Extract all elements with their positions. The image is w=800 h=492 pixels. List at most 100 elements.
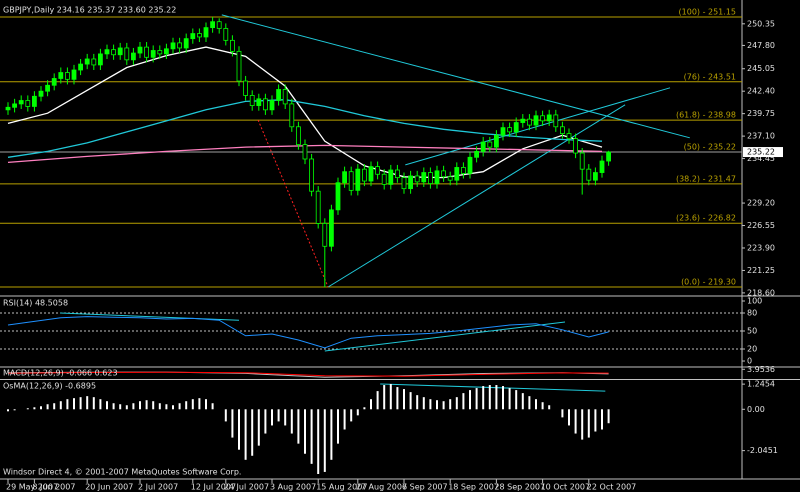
copyright: Windsor Direct 4, © 2001-2007 MetaQuotes… — [3, 468, 241, 477]
candle-body — [454, 167, 460, 181]
y-tick-label: 234.45 — [747, 154, 775, 163]
y-tick-label: 50 — [747, 327, 757, 336]
x-tick-label: 28 Sep 2007 — [494, 483, 545, 492]
candle-body — [447, 176, 453, 181]
trendline — [380, 383, 606, 392]
candle-body — [157, 50, 163, 55]
x-tick-label: 27 Aug 2007 — [356, 483, 407, 492]
x-tick-label: 18 Sep 2007 — [448, 483, 499, 492]
candle-body — [210, 21, 216, 29]
candle-body — [520, 118, 526, 123]
candle-body — [262, 98, 268, 111]
candle-body — [579, 152, 585, 170]
candle-body — [513, 122, 519, 133]
level-label: (50) - 235.22 — [684, 143, 736, 152]
candle-body — [18, 100, 24, 105]
candle-body — [196, 33, 202, 38]
candle-body — [533, 115, 539, 126]
candle-body — [421, 172, 427, 183]
x-tick-label: 12 Jul 2007 — [191, 483, 236, 492]
candle-body — [38, 90, 44, 97]
candle-body — [441, 170, 447, 178]
candle-body — [150, 50, 156, 58]
candle-body — [593, 172, 598, 181]
candle-body — [388, 169, 394, 185]
candle-body — [302, 144, 308, 160]
moving-average — [7, 46, 603, 179]
candle-body — [309, 158, 315, 192]
last-price-box — [743, 147, 783, 158]
y-tick-label: 3.9536 — [747, 365, 775, 374]
candle-body — [328, 209, 334, 247]
candle-body — [177, 42, 183, 49]
x-tick-label: 15 Aug 2007 — [316, 483, 367, 492]
y-tick-label: 245.05 — [747, 64, 775, 73]
level-label: (100) - 251.15 — [679, 8, 736, 17]
level-label: (61.8) - 238.98 — [676, 111, 736, 120]
y-tick-label: 0.00 — [747, 405, 765, 414]
candle-body — [58, 72, 64, 79]
candle-body — [229, 39, 235, 52]
last-price-label: 235.22 — [747, 148, 775, 157]
candle-body — [493, 134, 499, 148]
y-tick-label: 221.25 — [747, 266, 775, 275]
candle-body — [170, 42, 176, 50]
candle-body — [460, 167, 466, 174]
level-label: (0.0) - 219.30 — [681, 277, 736, 286]
candle-body — [203, 27, 209, 38]
candle-body — [84, 58, 90, 65]
candle-body — [51, 78, 57, 86]
candle-body — [32, 95, 37, 107]
candle-body — [124, 47, 130, 61]
candle-body — [434, 170, 440, 184]
candle-body — [256, 98, 262, 106]
candle-body — [381, 173, 387, 185]
candle-body — [546, 114, 552, 122]
candle-body — [25, 100, 31, 107]
x-tick-label: 3 Aug 2007 — [270, 483, 316, 492]
candle-body — [566, 133, 572, 140]
candle-body — [599, 160, 605, 173]
candle-body — [289, 103, 295, 128]
candle-body — [117, 47, 123, 56]
candle-body — [223, 28, 229, 41]
candle-body — [111, 49, 116, 56]
candle-body — [243, 80, 249, 96]
candle-body — [45, 84, 50, 92]
candle-body — [276, 89, 282, 101]
candle-body — [104, 49, 110, 55]
candle-body — [408, 175, 414, 190]
candle-body — [361, 168, 367, 182]
x-tick-label: 10 Oct 2007 — [541, 483, 590, 492]
y-tick-label: 223.90 — [747, 243, 775, 252]
pane-title: OsMA(12,26,9) -0.6895 — [3, 382, 96, 391]
candle-body — [71, 69, 77, 80]
y-tick-label: 1.2454 — [747, 380, 775, 389]
candle-body — [507, 127, 513, 133]
candle-body — [137, 46, 143, 54]
x-tick-label: 24 Jul 2007 — [224, 483, 269, 492]
candle-body — [98, 53, 103, 66]
trendline — [324, 321, 566, 352]
level-label: (76) - 243.51 — [684, 72, 736, 81]
x-tick-label: 20 Jun 2007 — [85, 483, 133, 492]
candle-body — [130, 52, 136, 61]
x-tick-label: 29 May 2007 — [6, 483, 58, 492]
pane-title: MACD(12,26,9) -0.066 0.623 — [3, 369, 118, 378]
candle-body — [12, 103, 18, 108]
y-tick-label: 0 — [747, 357, 752, 366]
x-tick-label: 2 Jul 2007 — [138, 483, 178, 492]
candle-body — [183, 38, 189, 49]
x-tick-label: 6 Sep 2007 — [402, 483, 448, 492]
candle-body — [553, 114, 559, 128]
candle-body — [5, 106, 11, 111]
candle-body — [606, 151, 611, 162]
y-tick-label: 218.60 — [747, 288, 775, 297]
candle-body — [467, 156, 473, 174]
candle-body — [401, 177, 407, 190]
candle-body — [163, 48, 169, 55]
candle-body — [78, 63, 83, 71]
indicator-line — [7, 316, 609, 349]
trendline — [60, 312, 240, 321]
